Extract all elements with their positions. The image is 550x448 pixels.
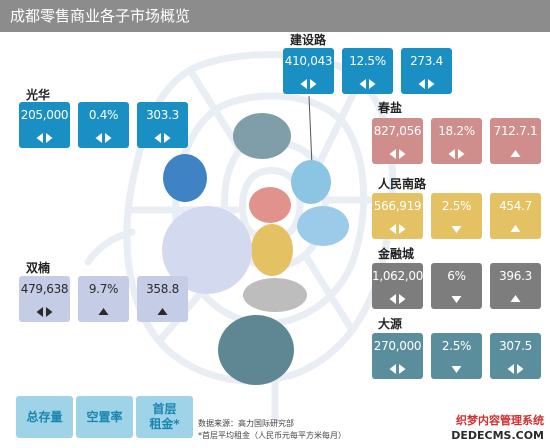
- trend-flat-icon: [389, 294, 406, 304]
- district-name-renminnanlu: 人民南路: [378, 177, 427, 191]
- chunyan-rent-box: 712.7.1: [490, 118, 541, 164]
- jinrongcheng-rent-box: 396.3: [490, 263, 541, 309]
- district-name-jinrongcheng: 金融城: [378, 247, 415, 261]
- shuangliu-vacancy-value: 9.7%: [88, 282, 119, 296]
- shuangliu-rent-value: 358.8: [146, 282, 179, 296]
- bubble-jiansheluu: [291, 160, 331, 204]
- trend-flat-icon: [95, 133, 112, 143]
- trend-flat-icon: [359, 79, 376, 89]
- trend-down-icon: [451, 366, 462, 373]
- highway-west: [84, 228, 136, 266]
- dayuan-vacancy-value: 2.5%: [441, 339, 472, 353]
- bubble-shuangliu: [162, 206, 252, 294]
- legend-vacancy: 空置率: [76, 396, 133, 438]
- guanghua-rent-value: 303.3: [146, 108, 179, 122]
- trend-flat-icon: [507, 364, 524, 374]
- bubble-chunyan: [249, 187, 291, 223]
- source-note: 数据来源：高力国际研究部: [198, 419, 294, 428]
- title-bar: 成都零售商业各子市场概览: [0, 0, 550, 32]
- jinrongcheng-stock-value: 1,062,000: [372, 269, 431, 283]
- jiansheluu-stock-value: 410,043: [284, 54, 333, 68]
- radial-road-se: [301, 251, 356, 334]
- trend-flat-icon: [448, 149, 465, 159]
- legend-stock: 总存量: [16, 396, 73, 438]
- guanghua-stock-value: 205,000: [20, 108, 69, 122]
- trend-flat-icon: [389, 364, 406, 374]
- district-name-shuangliu: 双楠: [26, 261, 51, 275]
- bubble-jiansheluu-north: [233, 113, 291, 159]
- chunyan-vacancy-value: 18.2%: [438, 124, 475, 138]
- jinrongcheng-stock-box: 1,062,000: [372, 263, 431, 309]
- dayuan-rent-value: 307.5: [499, 339, 532, 353]
- district-name-chunyan: 春盐: [378, 101, 403, 115]
- bubble-renminnanlu: [297, 206, 349, 246]
- dayuan-stock-box: 270,000: [372, 333, 423, 379]
- renminnanlu-rent-value: 454.7: [499, 199, 532, 213]
- trend-up-icon: [98, 308, 109, 315]
- trend-up-icon: [510, 150, 521, 157]
- radial-road-nw: [186, 66, 244, 154]
- jiansheluu-vacancy-box: 12.5%: [342, 48, 393, 94]
- jinrongcheng-vacancy-value: 6%: [447, 269, 466, 283]
- leader-line-jiansheluu: [308, 95, 313, 167]
- district-name-dayuan: 大源: [378, 317, 403, 331]
- dayuan-rent-box: 307.5: [490, 333, 541, 379]
- district-name-jiansheluu: 建设路: [290, 33, 327, 47]
- dayuan-stock-value: 270,000: [373, 339, 422, 353]
- shuangliu-vacancy-box: 9.7%: [78, 276, 129, 322]
- chunyan-rent-value: 712.7.1: [493, 124, 538, 138]
- shuangliu-rent-box: 358.8: [137, 276, 188, 322]
- jinrongcheng-rent-value: 396.3: [499, 269, 532, 283]
- chunyan-stock-value: 827,056: [373, 124, 422, 138]
- watermark-text: 织梦内容管理系统: [456, 414, 544, 427]
- rent-footnote: *首层平均租金（人民币元每平方米每月）: [198, 431, 346, 440]
- chunyan-vacancy-box: 18.2%: [431, 118, 482, 164]
- bubble-renminnanlu-core: [251, 224, 293, 276]
- page-title: 成都零售商业各子市场概览: [10, 7, 191, 25]
- trend-up-icon: [157, 308, 168, 315]
- shuangliu-stock-box: 479,638: [19, 276, 70, 322]
- jiansheluu-rent-box: 273.4: [401, 48, 452, 94]
- bubble-guanghua: [163, 154, 207, 202]
- district-bubbles: [162, 113, 349, 385]
- trend-flat-icon: [36, 307, 53, 317]
- third-ring-road: [172, 92, 368, 328]
- renminnanlu-vacancy-box: 2.5%: [431, 193, 482, 239]
- trend-flat-icon: [154, 133, 171, 143]
- renminnanlu-stock-value: 566,919: [373, 199, 422, 213]
- trend-flat-icon: [389, 224, 406, 234]
- trend-flat-icon: [389, 149, 406, 159]
- watermark-domain: DEDECMS.COM: [451, 429, 544, 442]
- renminnanlu-rent-box: 454.7: [490, 193, 541, 239]
- dayuan-vacancy-box: 2.5%: [431, 333, 482, 379]
- district-name-guanghua: 光华: [26, 88, 51, 102]
- jinrongcheng-vacancy-box: 6%: [431, 263, 482, 309]
- guanghua-rent-box: 303.3: [137, 102, 188, 148]
- legend-rent: 首层 租金*: [136, 396, 193, 438]
- trend-up-icon: [510, 225, 521, 232]
- chunyan-stock-box: 827,056: [372, 118, 423, 164]
- jiansheluu-rent-value: 273.4: [410, 54, 443, 68]
- bubble-dayuan: [218, 315, 294, 385]
- guanghua-vacancy-value: 0.4%: [88, 108, 119, 122]
- trend-flat-icon: [36, 133, 53, 143]
- radial-road-ne: [314, 76, 364, 170]
- shuangliu-stock-value: 479,638: [20, 282, 69, 296]
- trend-flat-icon: [418, 79, 435, 89]
- trend-up-icon: [510, 295, 521, 302]
- renminnanlu-stock-box: 566,919: [372, 193, 423, 239]
- guanghua-stock-box: 205,000: [19, 102, 70, 148]
- trend-flat-icon: [300, 79, 317, 89]
- guanghua-vacancy-box: 0.4%: [78, 102, 129, 148]
- jiansheluu-vacancy-value: 12.5%: [349, 54, 386, 68]
- bubble-jinrongcheng: [243, 278, 307, 312]
- trend-down-icon: [451, 226, 462, 233]
- trend-down-icon: [451, 296, 462, 303]
- renminnanlu-vacancy-value: 2.5%: [441, 199, 472, 213]
- jiansheluu-stock-box: 410,043: [283, 48, 334, 94]
